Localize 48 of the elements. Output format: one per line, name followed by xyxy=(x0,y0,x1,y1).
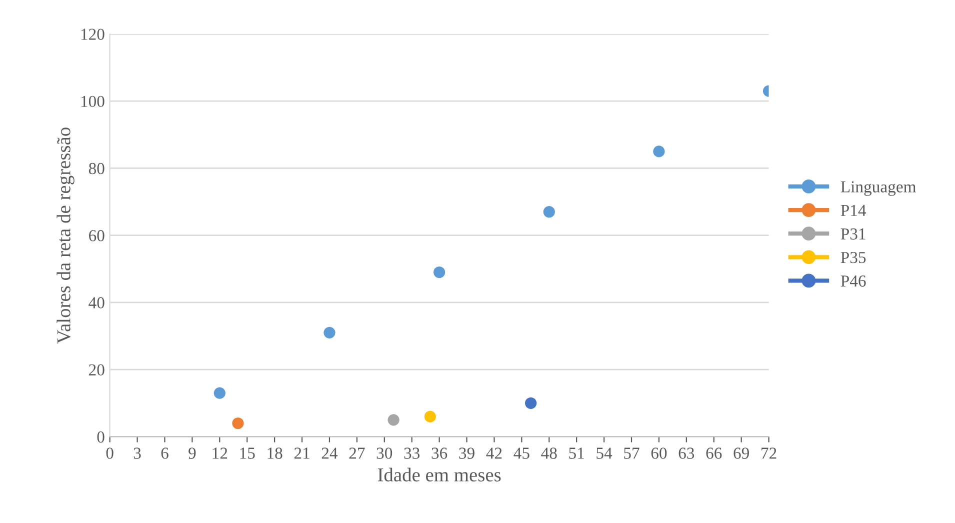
point xyxy=(433,266,446,278)
point xyxy=(232,417,244,430)
point xyxy=(653,146,665,158)
x-tick-label: 66 xyxy=(706,448,722,459)
point xyxy=(525,397,537,409)
x-axis-title: Idade em meses xyxy=(378,468,501,482)
x-tick-label: 6 xyxy=(161,448,168,459)
y-tick-label: 120 xyxy=(81,28,104,40)
x-tick-label: 48 xyxy=(541,448,557,459)
x-tick-label: 72 xyxy=(762,448,776,459)
x-tick-label: 30 xyxy=(376,448,392,459)
point xyxy=(214,387,226,399)
y-tick-label: 40 xyxy=(88,297,104,308)
x-tick-label: 27 xyxy=(349,448,365,459)
legend-label: P35 xyxy=(840,252,866,264)
legend-label: P46 xyxy=(840,275,866,287)
point xyxy=(388,414,400,426)
x-tick-label: 39 xyxy=(459,448,474,459)
x-tick-label: 12 xyxy=(212,448,228,459)
legend-label: P14 xyxy=(840,204,866,216)
x-tick-label: 24 xyxy=(322,448,338,459)
x-tick-label: 9 xyxy=(188,448,196,459)
point xyxy=(424,410,436,422)
y-tick-label: 20 xyxy=(89,364,104,376)
point xyxy=(543,206,555,218)
x-tick-label: 54 xyxy=(596,448,612,459)
x-tick-label: 3 xyxy=(134,448,141,459)
x-tick-label: 18 xyxy=(268,448,282,459)
y-tick-label: 100 xyxy=(81,96,104,108)
x-tick-label: 15 xyxy=(240,448,255,459)
point xyxy=(324,326,336,338)
x-tick-label: 36 xyxy=(432,448,448,459)
legend-label: P31 xyxy=(840,228,866,240)
x-tick-label: 57 xyxy=(624,448,640,459)
x-tick-label: 60 xyxy=(651,448,667,459)
y-tick-label: 0 xyxy=(97,431,104,443)
x-tick-label: 51 xyxy=(569,448,584,459)
x-tick-label: 0 xyxy=(106,448,114,459)
x-tick-label: 63 xyxy=(678,448,694,459)
y-tick-label: 60 xyxy=(89,230,104,242)
x-tick-label: 33 xyxy=(404,448,420,459)
y-axis-title: Valores da reta de regressão xyxy=(56,128,74,344)
y-tick-label: 80 xyxy=(88,162,104,174)
legend-label: Linguagem xyxy=(840,181,916,196)
x-tick-label: 21 xyxy=(294,448,310,459)
x-tick-label: 42 xyxy=(486,448,502,459)
x-tick-label: 69 xyxy=(734,448,749,459)
x-tick-label: 45 xyxy=(514,448,530,459)
